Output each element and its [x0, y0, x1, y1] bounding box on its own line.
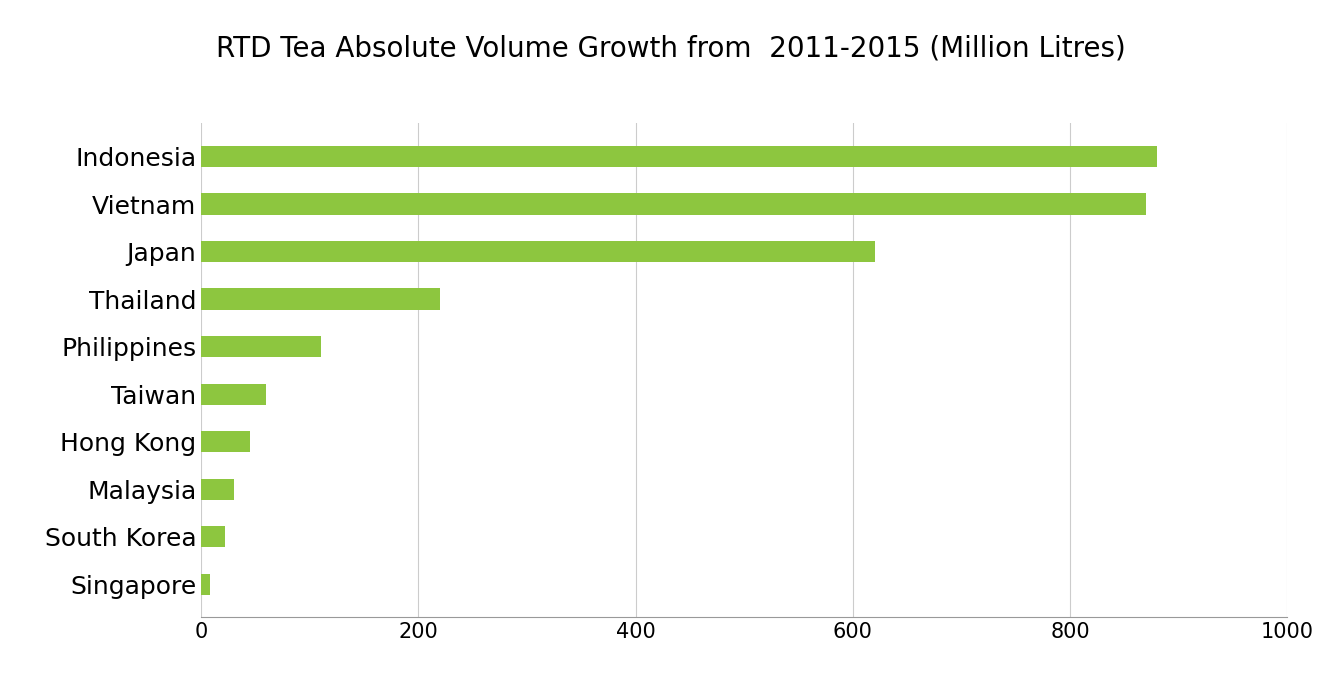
Bar [201, 479, 233, 500]
Bar [201, 573, 209, 595]
Bar [201, 193, 1147, 215]
Bar [201, 289, 440, 310]
Bar [201, 241, 874, 262]
Bar [201, 526, 225, 547]
Bar [201, 336, 320, 357]
Text: RTD Tea Absolute Volume Growth from  2011-2015 (Million Litres): RTD Tea Absolute Volume Growth from 2011… [216, 34, 1125, 62]
Bar [201, 431, 249, 452]
Bar [201, 146, 1157, 167]
Bar [201, 383, 267, 405]
